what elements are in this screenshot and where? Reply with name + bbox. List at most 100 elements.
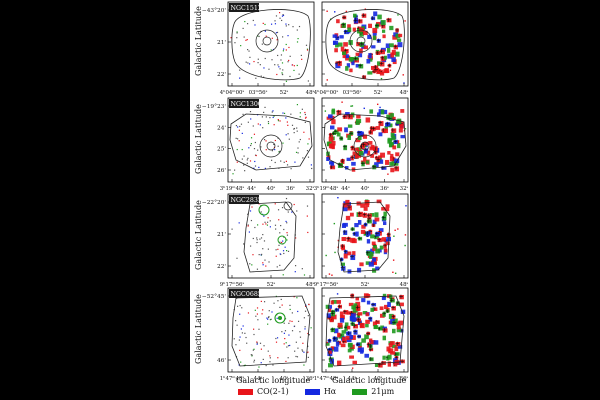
emission-clump [375, 231, 380, 237]
speckle-point [258, 166, 260, 169]
speckle-point [301, 108, 303, 110]
speckle-point [296, 41, 299, 43]
speckle-point [269, 226, 271, 228]
speckle-point [268, 68, 270, 70]
speckle-point [306, 205, 309, 207]
emission-clump [372, 165, 377, 170]
speckle-point [308, 334, 310, 336]
speckle-point [272, 116, 274, 119]
speckle-point [274, 64, 276, 66]
emission-clump [344, 166, 349, 170]
emission-clump [373, 245, 377, 249]
speckle-point [266, 317, 268, 319]
emission-clump [364, 149, 368, 154]
speckle-point [263, 67, 265, 69]
peak-marker [373, 65, 378, 70]
speckle-point [293, 69, 295, 72]
speckle-point [294, 265, 297, 267]
emission-clump [364, 141, 369, 146]
speckle-point [282, 14, 285, 17]
emission-clump [381, 24, 386, 29]
speckle-point [274, 161, 276, 164]
peak-marker [350, 145, 355, 150]
speckle-point [251, 355, 253, 357]
peak-marker [366, 342, 371, 347]
emission-clump [379, 61, 385, 67]
emission-clump [369, 213, 375, 217]
speckle-point [293, 325, 296, 327]
emission-clump [396, 324, 401, 330]
emission-clump [333, 129, 339, 135]
speckle-point [271, 311, 273, 313]
emission-clump [387, 354, 392, 360]
speckle-point [285, 23, 287, 25]
speckle-point [303, 364, 305, 366]
emission-clump [370, 340, 376, 345]
emission-clump [352, 251, 356, 256]
speckle-point [289, 320, 291, 322]
legend-label-halpha: Hα [323, 387, 337, 396]
speckle-point [256, 343, 258, 345]
speckle-point [328, 273, 331, 275]
speckle-point [262, 262, 264, 264]
speckle-point [235, 124, 238, 127]
speckle-point [296, 104, 299, 106]
emission-clump [367, 34, 372, 40]
speckle-point [278, 244, 280, 246]
speckle-point [250, 219, 253, 222]
speckle-point [277, 209, 280, 211]
speckle-point [281, 72, 283, 74]
emission-clump [394, 160, 399, 166]
speckle-point [341, 101, 343, 103]
peak-marker [368, 316, 373, 321]
emission-clump [331, 140, 336, 146]
speckle-point [265, 223, 267, 225]
emission-clump [339, 35, 344, 39]
emission-clump [339, 317, 345, 323]
speckle-point [334, 11, 336, 13]
galaxy-boundary [337, 201, 391, 273]
speckle-point [275, 255, 277, 257]
speckle-point [239, 336, 241, 338]
speckle-point [277, 300, 279, 302]
emission-clump [395, 342, 401, 347]
peak-marker [342, 144, 347, 149]
emission-clump [374, 212, 379, 218]
emission-clump [387, 53, 393, 59]
speckle-point [293, 65, 295, 67]
green-box-icon [352, 388, 368, 395]
speckle-point [289, 55, 291, 57]
speckle-point [288, 24, 290, 26]
emission-clump [346, 157, 351, 161]
emission-clump [347, 24, 351, 29]
speckle-point [326, 10, 328, 12]
y-tick-label: 21' [217, 40, 226, 46]
map-grid: 4ʰ04ᵐ00ˢ 03ᵐ56ˢ 52ˢ 48ˢ −43°20' 21' 22' NGC1512… [202, 1, 409, 382]
peak-marker [360, 161, 365, 166]
speckle-point [260, 211, 262, 213]
speckle-point [262, 248, 264, 250]
speckle-point [257, 149, 259, 151]
speckle-point [284, 318, 287, 320]
emission-clump [360, 229, 366, 234]
emission-clump [341, 22, 346, 28]
emission-clump [354, 56, 359, 61]
emission-clump [379, 245, 384, 250]
emission-clump [359, 322, 364, 328]
speckle-point [261, 43, 263, 45]
y-tick-label: 22' [217, 72, 226, 78]
speckle-point [307, 356, 309, 358]
speckle-point [307, 80, 309, 82]
speckle-point [293, 127, 296, 130]
peak-marker [353, 18, 358, 23]
speckle-point [265, 116, 267, 118]
emission-clump [397, 345, 403, 349]
speckle-point [264, 106, 266, 108]
emission-clump [336, 110, 342, 116]
speckle-point [281, 15, 284, 17]
y-axis-label-row-1: Galactic Latitude [194, 6, 203, 76]
peak-marker [394, 165, 399, 170]
speckle-point [269, 166, 271, 168]
speckle-point [278, 66, 280, 68]
speckle-point [235, 137, 237, 139]
